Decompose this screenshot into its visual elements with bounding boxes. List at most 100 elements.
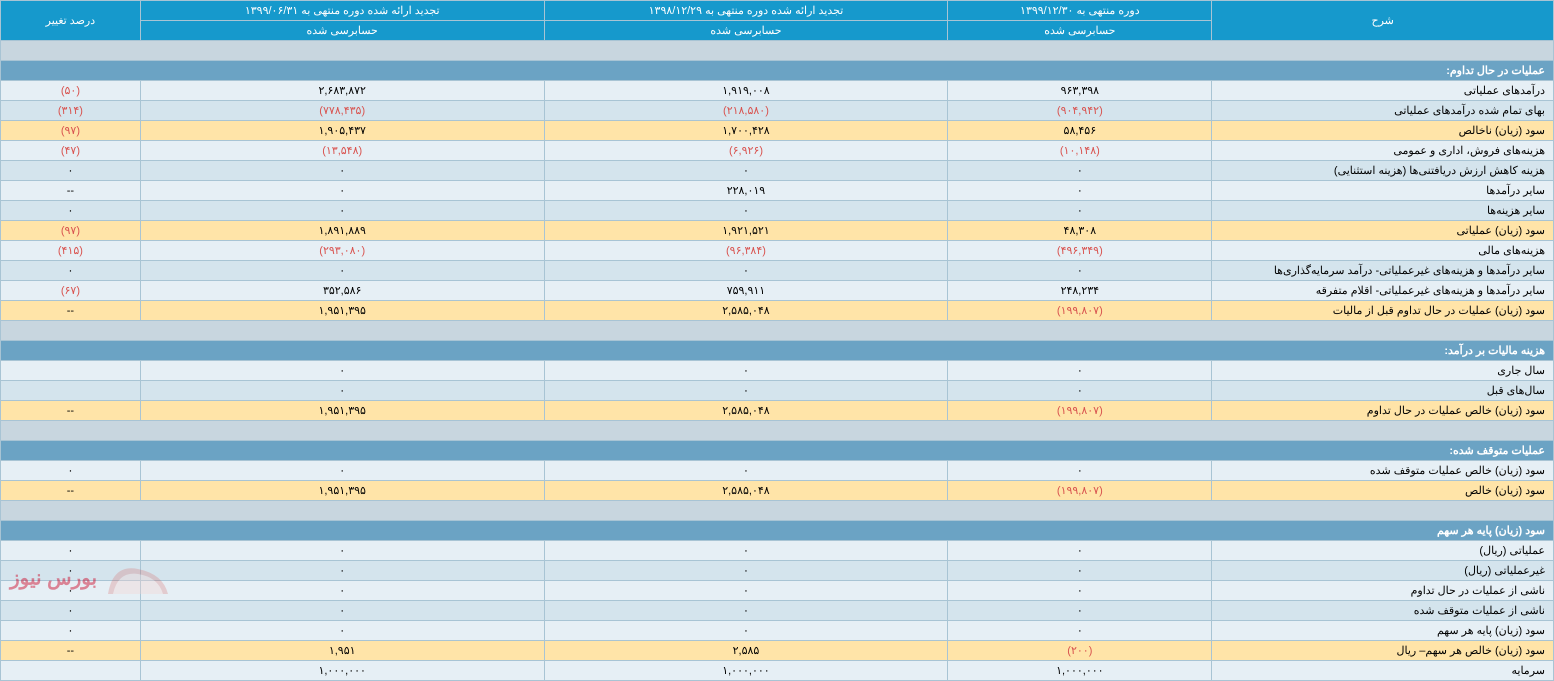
cell-period3: ۱,۹۵۱,۳۹۵ — [140, 481, 544, 501]
cell-period2: ۰ — [544, 381, 948, 401]
row-label: سود (زیان) خالص عملیات در حال تداوم — [1212, 401, 1554, 421]
cell-period2: ۰ — [544, 561, 948, 581]
table-row: سال جاری۰۰۰ — [1, 361, 1554, 381]
cell-period3: ۰ — [140, 261, 544, 281]
cell-period2: ۰ — [544, 261, 948, 281]
table-row — [1, 41, 1554, 61]
cell-period2: ۰ — [544, 621, 948, 641]
header-period3: تجدید ارائه شده دوره منتهی به ۱۳۹۹/۰۶/۳۱ — [140, 1, 544, 21]
cell-change: (۹۷) — [1, 221, 141, 241]
cell-change: -- — [1, 481, 141, 501]
table-row: هزینه مالیات بر درآمد: — [1, 341, 1554, 361]
row-label: سود (زیان) عملیات در حال تداوم قبل از ما… — [1212, 301, 1554, 321]
spacer — [1, 41, 1554, 61]
row-label: سایر درآمدها و هزینه‌های غیرعملیاتی- درآ… — [1212, 261, 1554, 281]
row-label: سال جاری — [1212, 361, 1554, 381]
cell-period3: ۱,۹۵۱,۳۹۵ — [140, 401, 544, 421]
row-label: هزینه کاهش ارزش دریافتنی‌ها (هزینه استثن… — [1212, 161, 1554, 181]
table-row: ناشی از عملیات متوقف شده۰۰۰۰ — [1, 601, 1554, 621]
cell-change: (۵۰) — [1, 81, 141, 101]
cell-period3: ۰ — [140, 361, 544, 381]
cell-period2: ۲۲۸,۰۱۹ — [544, 181, 948, 201]
cell-period1: ۱,۰۰۰,۰۰۰ — [948, 661, 1212, 681]
cell-period3: ۱,۰۰۰,۰۰۰ — [140, 661, 544, 681]
cell-period1: (۱۰,۱۴۸) — [948, 141, 1212, 161]
cell-period1: ۰ — [948, 581, 1212, 601]
table-row: سود (زیان) خالص عملیات در حال تداوم(۱۹۹,… — [1, 401, 1554, 421]
section-label: سود (زیان) پایه هر سهم — [1, 521, 1554, 541]
spacer — [1, 501, 1554, 521]
cell-period1: ۰ — [948, 201, 1212, 221]
cell-change: (۶۷) — [1, 281, 141, 301]
cell-period1: ۹۶۳,۳۹۸ — [948, 81, 1212, 101]
row-label: سایر درآمدها و هزینه‌های غیرعملیاتی- اقل… — [1212, 281, 1554, 301]
cell-period3: (۱۳,۵۴۸) — [140, 141, 544, 161]
subheader-p1: حسابرسی شده — [948, 21, 1212, 41]
cell-period1: ۵۸,۴۵۶ — [948, 121, 1212, 141]
row-label: سرمایه — [1212, 661, 1554, 681]
cell-period1: (۱۹۹,۸۰۷) — [948, 401, 1212, 421]
header-desc: شرح — [1212, 1, 1554, 41]
row-label: هزینه‌های فروش، اداری و عمومی — [1212, 141, 1554, 161]
cell-period2: ۷۵۹,۹۱۱ — [544, 281, 948, 301]
cell-change: ۰ — [1, 161, 141, 181]
cell-period3: ۱,۹۰۵,۴۳۷ — [140, 121, 544, 141]
cell-period2: (۶,۹۲۶) — [544, 141, 948, 161]
cell-period2: ۰ — [544, 581, 948, 601]
cell-period3: ۳۵۲,۵۸۶ — [140, 281, 544, 301]
cell-period3: ۲,۶۸۳,۸۷۲ — [140, 81, 544, 101]
table-row: عملیات در حال تداوم: — [1, 61, 1554, 81]
table-row: هزینه کاهش ارزش دریافتنی‌ها (هزینه استثن… — [1, 161, 1554, 181]
cell-period3: (۷۷۸,۴۳۵) — [140, 101, 544, 121]
cell-period3: ۰ — [140, 581, 544, 601]
cell-period3: ۰ — [140, 381, 544, 401]
subheader-p3: حسابرسی شده — [140, 21, 544, 41]
table-row: سایر درآمدها و هزینه‌های غیرعملیاتی- اقل… — [1, 281, 1554, 301]
cell-period1: (۴۹۶,۳۴۹) — [948, 241, 1212, 261]
cell-change — [1, 361, 141, 381]
table-row: سود (زیان) خالص هر سهم– ریال(۲۰۰)۲,۵۸۵۱,… — [1, 641, 1554, 661]
section-label: عملیات متوقف شده: — [1, 441, 1554, 461]
cell-period3: ۱,۹۵۱ — [140, 641, 544, 661]
cell-change: ۰ — [1, 561, 141, 581]
table-row: عملیات متوقف شده: — [1, 441, 1554, 461]
row-label: سال‌های قبل — [1212, 381, 1554, 401]
table-row: سایر هزینه‌ها۰۰۰۰ — [1, 201, 1554, 221]
cell-change: ۰ — [1, 201, 141, 221]
table-row: هزینه‌های مالی(۴۹۶,۳۴۹)(۹۶,۳۸۴)(۲۹۳,۰۸۰)… — [1, 241, 1554, 261]
table-row: عملیاتی (ریال)۰۰۰۰ — [1, 541, 1554, 561]
row-label: سایر هزینه‌ها — [1212, 201, 1554, 221]
cell-period3: ۰ — [140, 601, 544, 621]
table-body: عملیات در حال تداوم:درآمدهای عملیاتی۹۶۳,… — [1, 41, 1554, 681]
row-label: بهای تمام شده درآمدهای عملیاتی — [1212, 101, 1554, 121]
cell-period1: ۰ — [948, 561, 1212, 581]
table-row: سرمایه۱,۰۰۰,۰۰۰۱,۰۰۰,۰۰۰۱,۰۰۰,۰۰۰ — [1, 661, 1554, 681]
table-row: سود (زیان) عملیات در حال تداوم قبل از ما… — [1, 301, 1554, 321]
cell-period3: ۱,۹۵۱,۳۹۵ — [140, 301, 544, 321]
cell-change: -- — [1, 401, 141, 421]
table-row: هزینه‌های فروش، اداری و عمومی(۱۰,۱۴۸)(۶,… — [1, 141, 1554, 161]
cell-change: ۰ — [1, 621, 141, 641]
cell-period1: ۰ — [948, 181, 1212, 201]
table-header: شرح دوره منتهی به ۱۳۹۹/۱۲/۳۰ تجدید ارائه… — [1, 1, 1554, 41]
table-row: سایر درآمدها و هزینه‌های غیرعملیاتی- درآ… — [1, 261, 1554, 281]
row-label: سایر درآمدها — [1212, 181, 1554, 201]
cell-change: -- — [1, 301, 141, 321]
cell-period2: ۰ — [544, 461, 948, 481]
row-label: سود (زیان) خالص عملیات متوقف شده — [1212, 461, 1554, 481]
row-label: سود (زیان) عملیاتی — [1212, 221, 1554, 241]
cell-period2: ۱,۰۰۰,۰۰۰ — [544, 661, 948, 681]
cell-period1: (۱۹۹,۸۰۷) — [948, 481, 1212, 501]
cell-change: (۴۷) — [1, 141, 141, 161]
table-row: سود (زیان) پایه هر سهم — [1, 521, 1554, 541]
cell-period2: ۱,۷۰۰,۴۲۸ — [544, 121, 948, 141]
cell-period1: ۰ — [948, 601, 1212, 621]
cell-period3: ۰ — [140, 181, 544, 201]
cell-period2: ۲,۵۸۵,۰۴۸ — [544, 301, 948, 321]
cell-period1: ۰ — [948, 621, 1212, 641]
cell-period2: ۰ — [544, 541, 948, 561]
row-label: هزینه‌های مالی — [1212, 241, 1554, 261]
table-row: سود (زیان) ناخالص۵۸,۴۵۶۱,۷۰۰,۴۲۸۱,۹۰۵,۴۳… — [1, 121, 1554, 141]
table-row: ناشی از عملیات در حال تداوم۰۰۰۰ — [1, 581, 1554, 601]
cell-period2: (۲۱۸,۵۸۰) — [544, 101, 948, 121]
